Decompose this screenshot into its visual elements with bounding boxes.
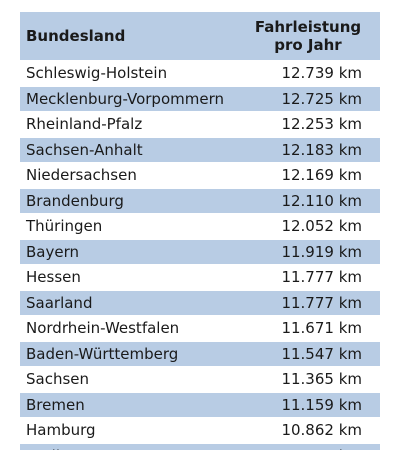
cell-mileage: 11.919 km	[281, 242, 362, 261]
table-row: Niedersachsen 12.169 km	[20, 162, 380, 188]
table-body: Schleswig-Holstein 12.739 km Mecklenburg-V…	[20, 60, 380, 450]
cell-mileage: 12.169 km	[281, 166, 362, 185]
cell-mileage: 12.725 km	[281, 89, 362, 108]
cell-state: Rheinland-Pfalz	[26, 115, 143, 134]
header-mileage-line2: pro Jahr	[274, 36, 342, 54]
cell-mileage: 12.052 km	[281, 217, 362, 236]
cell-state: Saarland	[26, 293, 93, 312]
table-row: Schleswig-Holstein 12.739 km	[20, 60, 380, 86]
header-state: Bundesland	[26, 27, 126, 45]
cell-mileage: 12.253 km	[281, 115, 362, 134]
table-row: Hessen 11.777 km	[20, 264, 380, 290]
cell-state: Berlin	[20, 447, 236, 450]
cell-state: Sachsen-Anhalt	[26, 140, 143, 159]
table-header-row: Bundesland Fahrleistung pro Jahr	[20, 12, 380, 60]
table-row: Rheinland-Pfalz 12.253 km	[20, 111, 380, 137]
cell-state: Sachsen	[26, 370, 90, 389]
cell-mileage: 12.110 km	[281, 191, 362, 210]
cell-mileage: 11.777 km	[281, 293, 362, 312]
table-row: Sachsen 11.365 km	[20, 366, 380, 392]
cell-mileage: 12.183 km	[281, 140, 362, 159]
table-row: Mecklenburg-Vorpommern 12.725 km	[20, 85, 380, 111]
cell-mileage: 10.107 km	[236, 447, 362, 450]
table-row: Saarland 11.777 km	[20, 289, 380, 315]
header-mileage: Fahrleistung pro Jahr	[236, 18, 380, 54]
table-row: Nordrhein-Westfalen 11.671 km	[20, 315, 380, 341]
cell-state: Baden-Württemberg	[26, 344, 179, 363]
table-row: Bremen 11.159 km	[20, 391, 380, 417]
cell-state: Brandenburg	[26, 191, 124, 210]
cell-mileage: 11.777 km	[281, 268, 362, 287]
top-strip	[0, 0, 400, 10]
cell-state: Schleswig-Holstein	[26, 64, 168, 83]
cell-state: Hamburg	[26, 421, 96, 440]
cell-mileage: 11.159 km	[281, 395, 362, 414]
cell-mileage: 11.547 km	[281, 344, 362, 363]
table-row: Brandenburg 12.110 km	[20, 187, 380, 213]
table-row: Baden-Württemberg 11.547 km	[20, 340, 380, 366]
cell-state: Mecklenburg-Vorpommern	[26, 89, 224, 108]
mileage-table: Bundesland Fahrleistung pro Jahr Schlesw…	[20, 12, 380, 450]
cell-state: Hessen	[26, 268, 81, 287]
cell-mileage: 11.365 km	[281, 370, 362, 389]
cell-mileage: 12.739 km	[281, 64, 362, 83]
table-row: Bayern 11.919 km	[20, 238, 380, 264]
cell-state: Bremen	[26, 395, 85, 414]
cell-state: Thüringen	[26, 217, 103, 236]
table-row: Thüringen 12.052 km	[20, 213, 380, 239]
table-row: Sachsen-Anhalt 12.183 km	[20, 136, 380, 162]
cell-mileage: 10.862 km	[281, 421, 362, 440]
table-row: Hamburg 10.862 km	[20, 417, 380, 443]
table-row: Berlin10.107 km	[20, 442, 380, 450]
cell-state: Bayern	[26, 242, 79, 261]
cell-mileage: 11.671 km	[281, 319, 362, 338]
cell-state: Niedersachsen	[26, 166, 137, 185]
cell-state: Nordrhein-Westfalen	[26, 319, 180, 338]
header-mileage-line1: Fahrleistung	[254, 18, 362, 36]
